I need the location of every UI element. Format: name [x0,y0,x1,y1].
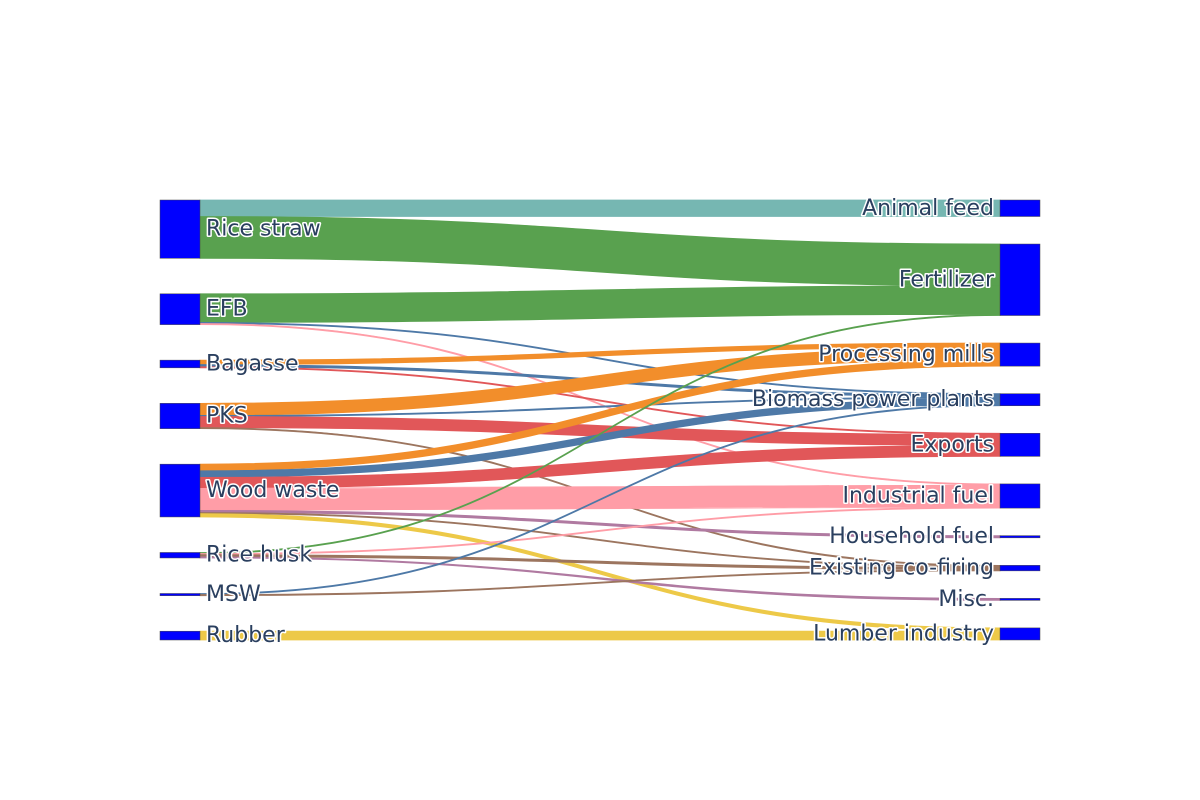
node-fertilizer[interactable] [999,243,1041,316]
node-label-existing-co-firing: Existing co-firing [809,556,994,581]
node-label-misc: Misc. [938,587,994,612]
node-lumber-industry[interactable] [999,627,1041,641]
node-label-pks: PKS [206,403,248,428]
node-biomass-power-plants[interactable] [999,393,1041,407]
node-wood-waste[interactable] [159,463,201,518]
node-industrial-fuel[interactable] [999,483,1041,509]
node-label-rice-husk: Rice husk [206,543,312,568]
node-rubber[interactable] [159,630,201,641]
node-label-industrial-fuel: Industrial fuel [842,484,994,509]
sankey-nodes [159,199,1041,641]
node-label-efb: EFB [206,297,248,322]
node-misc[interactable] [999,598,1041,601]
node-exports[interactable] [999,433,1041,457]
node-label-biomass-power-plants: Biomass power plants [752,387,994,412]
sankey-labels: Rice straw EFB Bagasse PKS Wood waste Rice hu… [205,194,997,649]
node-label-msw: MSW [206,582,261,607]
node-msw[interactable] [159,593,201,596]
node-rice-straw[interactable] [159,199,201,259]
node-processing-mills[interactable] [999,342,1041,367]
node-label-bagasse: Bagasse [206,351,298,376]
node-label-exports: Exports [911,432,994,457]
node-bagasse[interactable] [159,359,201,369]
link-efb-to-fertilizer[interactable] [199,285,1001,323]
node-existing-co-firing[interactable] [999,565,1041,572]
node-household-fuel[interactable] [999,535,1041,539]
sankey-links [199,199,1001,641]
node-label-animal-feed: Animal feed [862,196,994,221]
node-label-rice-straw: Rice straw [206,217,321,242]
node-label-household-fuel: Household fuel [829,524,994,549]
node-label-lumber-industry: Lumber industry [813,621,994,646]
node-rice-husk[interactable] [159,552,201,559]
node-animal-feed[interactable] [999,199,1041,217]
node-label-processing-mills: Processing mills [818,342,994,367]
node-label-fertilizer: Fertilizer [899,267,995,292]
node-label-wood-waste: Wood waste [206,478,339,503]
node-pks[interactable] [159,403,201,429]
node-label-rubber: Rubber [206,623,286,648]
node-efb[interactable] [159,293,201,325]
